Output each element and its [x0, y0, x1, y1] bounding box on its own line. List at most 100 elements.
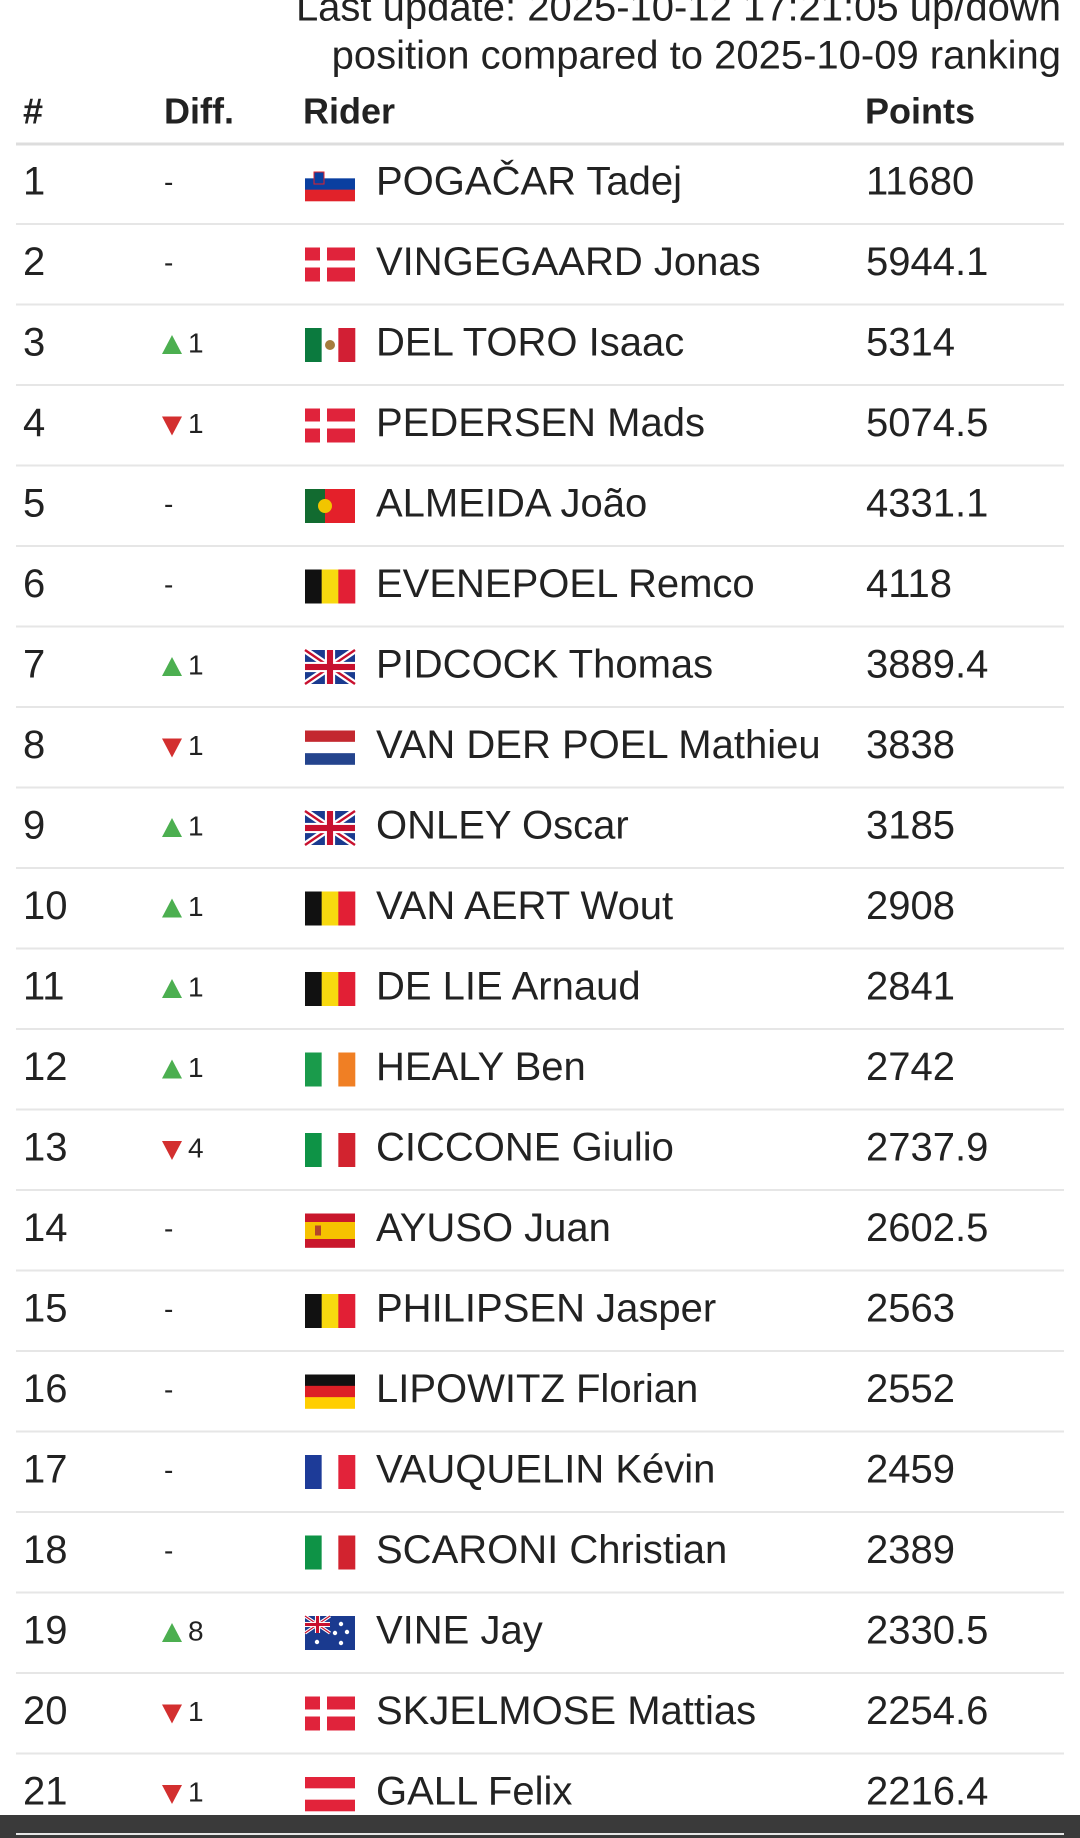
- arrow-up: [162, 979, 182, 998]
- flag-part: [318, 499, 332, 513]
- bottom-bar: [0, 1815, 1080, 1838]
- rank: 15: [23, 1287, 68, 1331]
- flag-part: [321, 1133, 339, 1167]
- rider-name[interactable]: VINE Jay: [376, 1609, 543, 1653]
- table-row: 17 - VAUQUELIN Kévin 2459: [16, 1448, 1064, 1513]
- rider-name[interactable]: DE LIE Arnaud: [376, 965, 641, 1009]
- points: 5314: [866, 321, 955, 365]
- diff: -: [164, 1454, 173, 1485]
- arrow-down: [162, 738, 182, 758]
- flag-part: [338, 1294, 356, 1328]
- arrow-down: [162, 416, 182, 436]
- flag-part: [315, 1225, 321, 1236]
- rider-name[interactable]: DEL TORO Isaac: [376, 321, 684, 365]
- rank: 20: [23, 1689, 68, 1733]
- table-row: 9 1 ONLEY Oscar 3185: [16, 804, 1064, 869]
- diff: 1: [188, 891, 204, 922]
- rank: 14: [23, 1206, 68, 1250]
- flag-part: [305, 1788, 355, 1800]
- diff: -: [164, 166, 173, 197]
- flag-part: [321, 1052, 339, 1087]
- flag-part: [305, 189, 355, 202]
- flag: [305, 247, 355, 282]
- diff: 1: [188, 1696, 204, 1727]
- flag-part: [305, 1385, 355, 1398]
- rank: 8: [23, 723, 45, 767]
- flag-part: [320, 247, 327, 282]
- rider-name[interactable]: VAUQUELIN Kévin: [376, 1448, 715, 1492]
- column-header: Diff.: [164, 91, 234, 132]
- rider-name[interactable]: HEALY Ben: [376, 1045, 586, 1089]
- rank: 9: [23, 804, 45, 848]
- diff: -: [164, 1293, 173, 1324]
- rider-name[interactable]: CICCONE Giulio: [376, 1126, 674, 1170]
- flag: [305, 1213, 355, 1248]
- flag-part: [305, 1709, 355, 1717]
- rider-name[interactable]: VAN DER POEL Mathieu: [376, 723, 821, 767]
- flag-part: [321, 1294, 339, 1328]
- column-header: Rider: [303, 91, 395, 132]
- rider-name[interactable]: ALMEIDA João: [376, 482, 647, 526]
- table-row: 7 1 PIDCOCK Thomas 3889.4: [16, 643, 1064, 708]
- diff: -: [164, 1535, 173, 1566]
- rider-name[interactable]: AYUSO Juan: [376, 1206, 611, 1250]
- flag-part: [305, 1799, 355, 1812]
- table-row: 12 1 HEALY Ben 2742: [16, 1045, 1064, 1111]
- flag-part: [321, 972, 339, 1006]
- rank: 12: [23, 1045, 68, 1089]
- flag-part: [338, 328, 356, 362]
- points: 2602.5: [866, 1206, 988, 1250]
- rider-name[interactable]: PHILIPSEN Jasper: [376, 1287, 716, 1331]
- flag-part: [314, 1639, 320, 1645]
- rider-name[interactable]: SKJELMOSE Mattias: [376, 1689, 756, 1733]
- table-row: 21 1 GALL Felix 2216.4: [16, 1770, 1064, 1835]
- diff: -: [164, 247, 173, 278]
- arrow-up: [162, 898, 182, 918]
- rider-name[interactable]: POGAČAR Tadej: [376, 159, 682, 204]
- flag: [305, 1294, 356, 1328]
- rider-name[interactable]: VAN AERT Wout: [376, 884, 673, 928]
- flag-part: [338, 1455, 356, 1489]
- update-note: Last update: 2025-10-12 17:21:05 up/down: [296, 0, 1061, 30]
- table-row: 3 1 DEL TORO Isaac 5314: [16, 321, 1064, 386]
- rider-name[interactable]: EVENEPOEL Remco: [376, 562, 755, 606]
- flag: [305, 1133, 356, 1167]
- table-row: 10 1 VAN AERT Wout 2908: [16, 884, 1064, 950]
- points: 2908: [866, 884, 955, 928]
- diff: 1: [188, 1052, 204, 1083]
- flag-part: [325, 340, 335, 350]
- flag-part: [305, 741, 355, 754]
- arrow-up: [162, 1623, 182, 1642]
- rider-name[interactable]: VINGEGAARD Jonas: [376, 240, 761, 284]
- rider-name[interactable]: SCARONI Christian: [376, 1528, 727, 1572]
- flag-part: [344, 1629, 350, 1635]
- rank: 5: [23, 482, 45, 526]
- diff: 1: [188, 1776, 204, 1807]
- flag-part: [305, 730, 355, 743]
- arrow-down: [162, 1141, 182, 1160]
- rider-name[interactable]: GALL Felix: [376, 1770, 572, 1814]
- column-header: #: [23, 91, 43, 132]
- flag-part: [305, 753, 355, 765]
- rider-name[interactable]: LIPOWITZ Florian: [376, 1367, 698, 1411]
- flag: [305, 489, 355, 523]
- rider-name[interactable]: PEDERSEN Mads: [376, 401, 705, 445]
- flag: [303, 808, 357, 848]
- flag-part: [338, 1621, 344, 1627]
- points: 5074.5: [866, 401, 988, 445]
- flag: [305, 1455, 356, 1489]
- table-row: 4 1 PEDERSEN Mads 5074.5: [16, 401, 1064, 467]
- rider-name[interactable]: ONLEY Oscar: [376, 804, 629, 848]
- diff: -: [164, 569, 173, 600]
- rank: 19: [23, 1609, 68, 1653]
- flag-part: [305, 167, 355, 179]
- flag: [305, 569, 356, 604]
- diff: 1: [188, 730, 204, 761]
- rank: 17: [23, 1448, 68, 1492]
- column-header: Points: [865, 91, 975, 132]
- flag-part: [305, 421, 355, 429]
- flag-part: [320, 408, 327, 443]
- rider-name[interactable]: PIDCOCK Thomas: [376, 643, 713, 687]
